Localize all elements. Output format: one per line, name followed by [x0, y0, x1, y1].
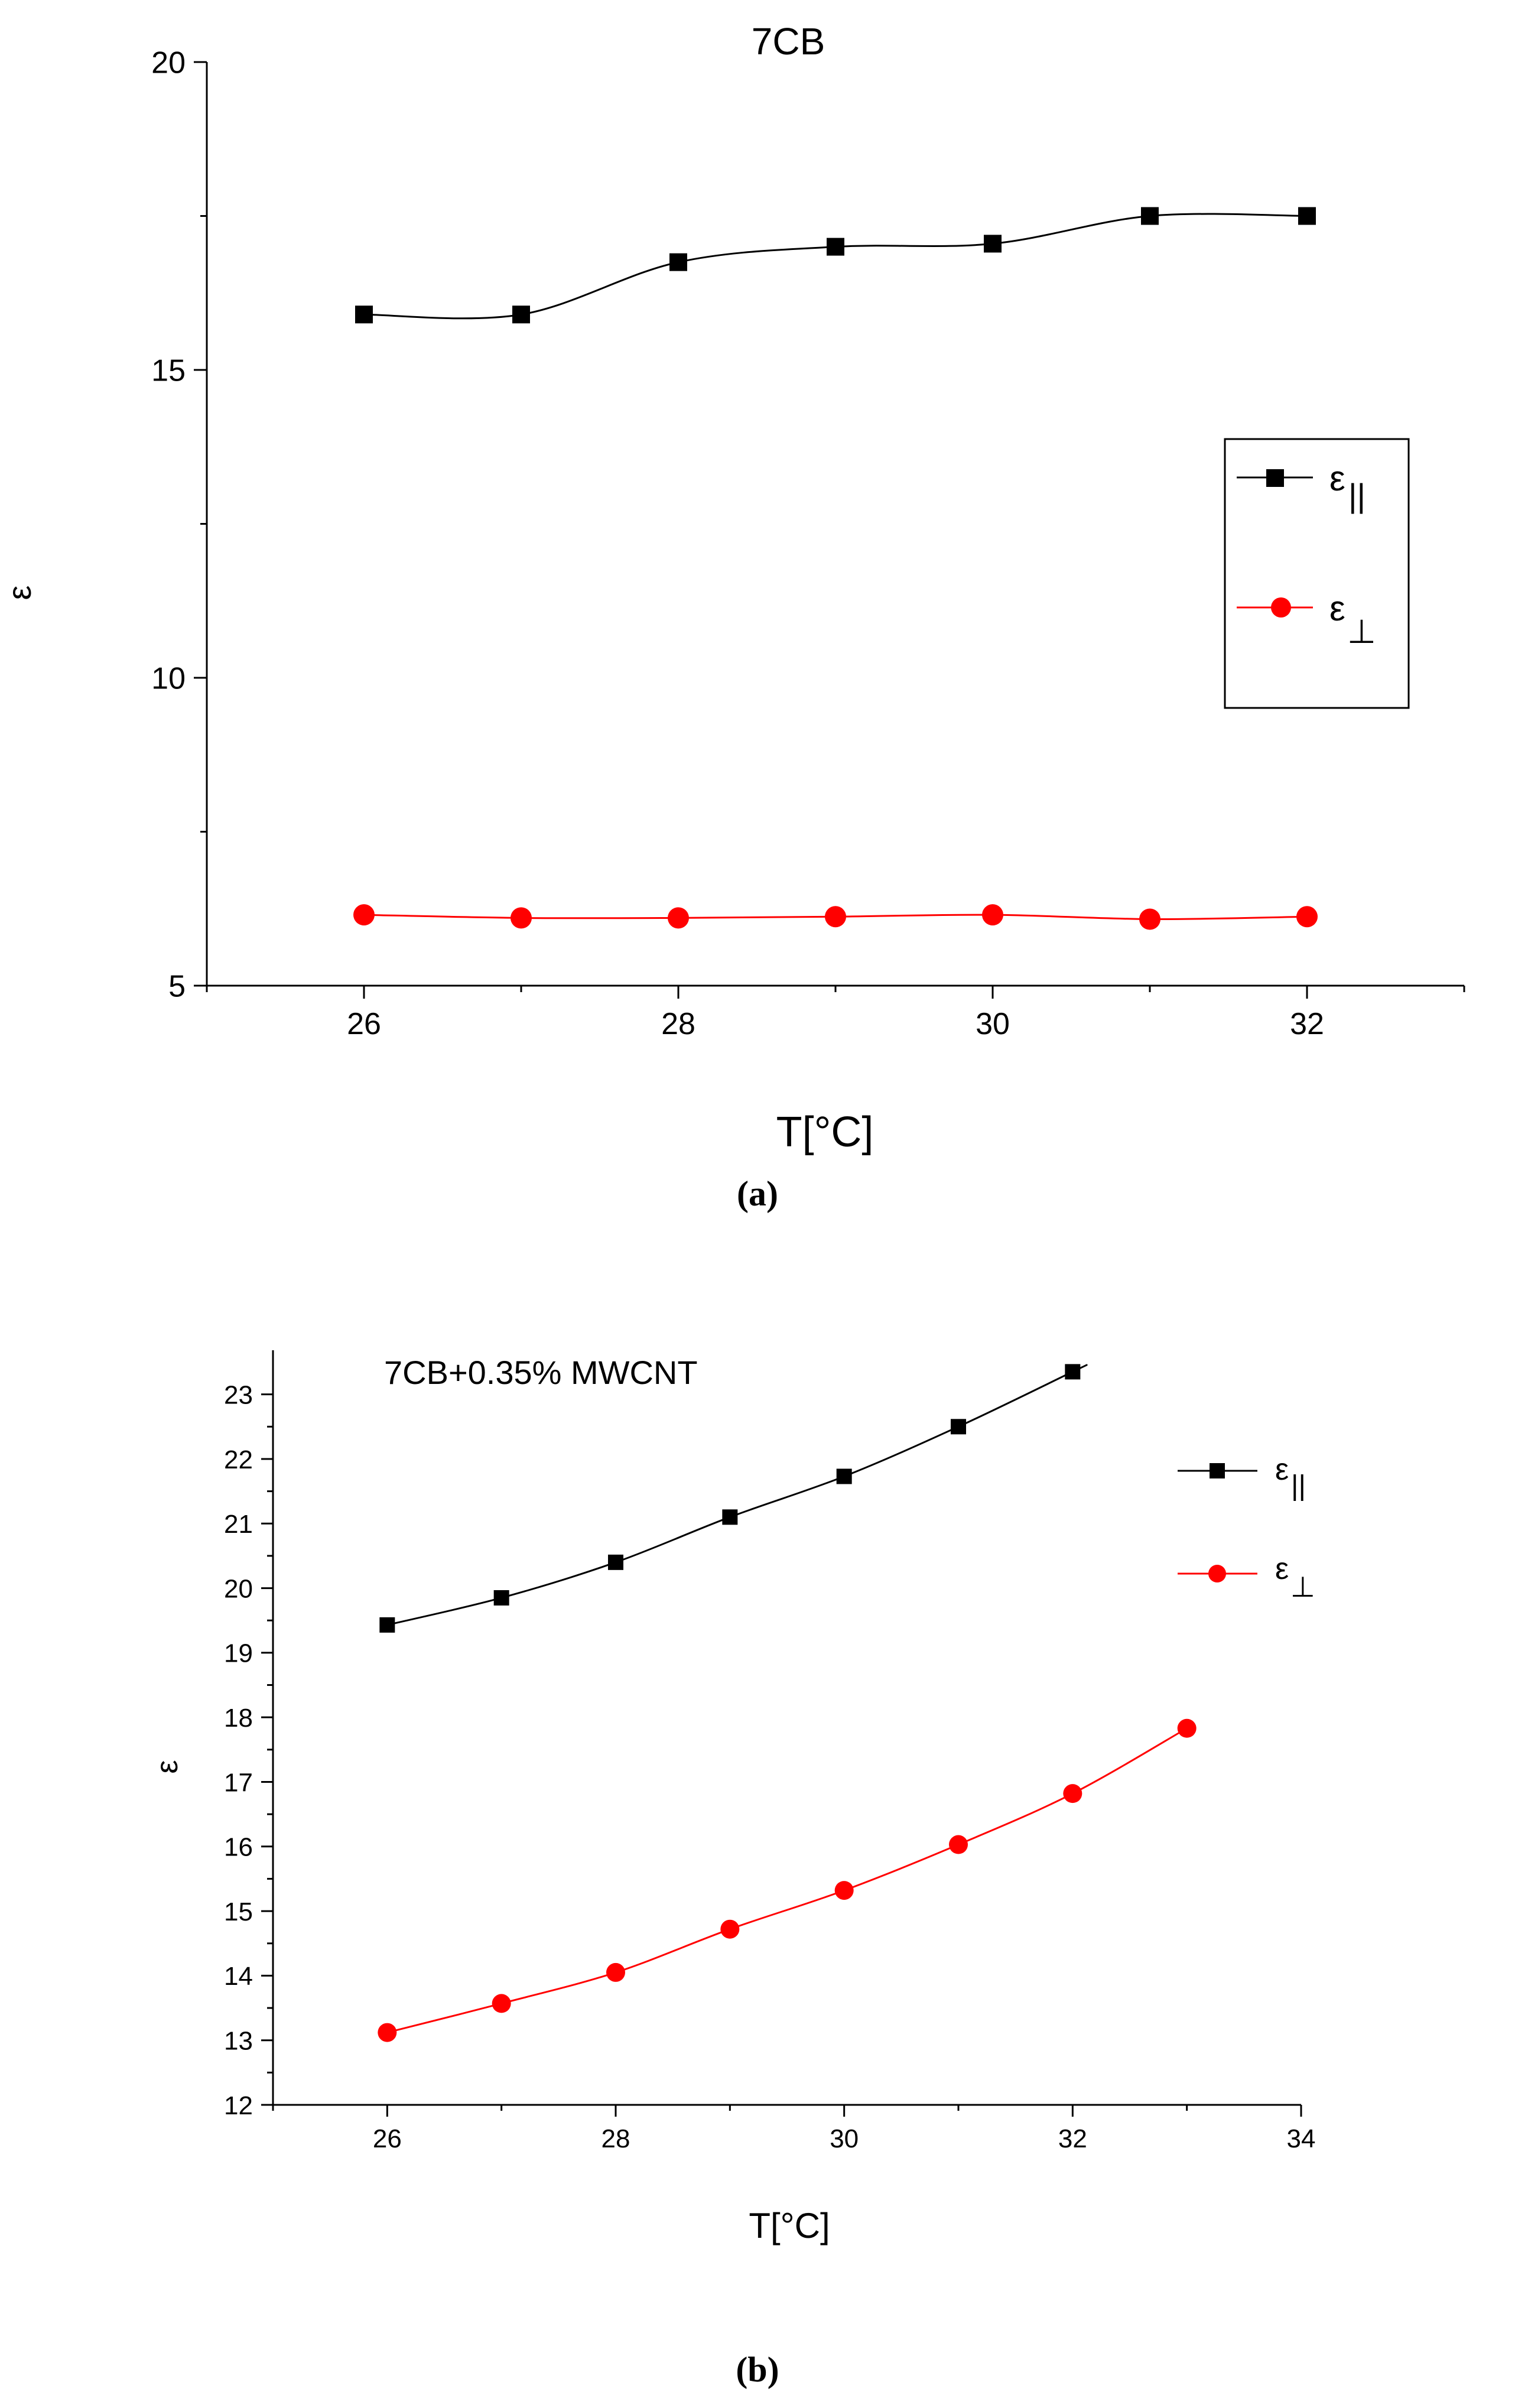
- data-point-circle: [1139, 908, 1160, 930]
- panel-b-axes: [272, 1350, 1301, 2106]
- data-point-square: [722, 1509, 738, 1525]
- panel-a-markers: [353, 207, 1318, 930]
- data-point-square: [512, 306, 530, 324]
- x-tick-label: 30: [830, 2124, 859, 2153]
- data-point-square: [608, 1554, 623, 1570]
- y-tick-label: 10: [151, 662, 186, 696]
- panel-a-y-axis-label: ε: [1, 586, 38, 600]
- panel-b-x-ticks: 26 28 30 32 34: [272, 2105, 1316, 2153]
- y-tick-label: 18: [224, 1704, 253, 1733]
- data-point-square: [836, 1468, 852, 1484]
- data-point-circle: [834, 1881, 854, 1900]
- y-tick-label: 20: [224, 1574, 253, 1603]
- panel-b-series-lines: [386, 1364, 1188, 2034]
- data-point-square: [951, 1419, 966, 1435]
- panel-a-x-ticks: 26 28 30 32: [206, 986, 1465, 1041]
- panel-a-x-axis-label: T[°C]: [776, 1109, 874, 1156]
- legend-subscript-parallel: ||: [1348, 477, 1366, 514]
- data-point-circle: [1063, 1784, 1082, 1803]
- y-tick-label: 12: [224, 2091, 253, 2120]
- data-point-circle: [378, 2023, 397, 2042]
- series-line: [363, 213, 1308, 320]
- data-point-circle: [668, 907, 689, 929]
- panel-b-title: 7CB+0.35% MWCNT: [384, 1354, 698, 1391]
- x-tick-label: 28: [661, 1007, 695, 1041]
- legend-subscript-perpendicular: ⊥: [1347, 613, 1376, 650]
- data-point-circle: [353, 904, 375, 926]
- panel-a-y-ticks: 5 10 15 20: [151, 46, 207, 1004]
- legend-label-perpendicular: ε: [1275, 1552, 1289, 1586]
- data-point-circle: [720, 1919, 740, 1939]
- panel-a-series-lines: [363, 213, 1308, 921]
- x-tick-label: 28: [602, 2124, 630, 2153]
- x-tick-label: 26: [373, 2124, 402, 2153]
- data-point-circle: [825, 906, 846, 928]
- series-line: [386, 1727, 1188, 2034]
- y-tick-label: 13: [224, 2027, 253, 2056]
- y-tick-label: 19: [224, 1639, 253, 1668]
- legend-marker-circle: [1271, 597, 1291, 618]
- legend-marker-square: [1210, 1463, 1225, 1478]
- x-tick-label: 32: [1058, 2124, 1087, 2153]
- y-tick-label: 23: [224, 1380, 253, 1409]
- y-tick-label: 15: [224, 1897, 253, 1926]
- panel-b-y-ticks: 12 13 14 15 16 17 18 19 20 21 22 23: [224, 1380, 273, 2120]
- data-point-circle: [606, 1962, 625, 1982]
- data-point-circle: [1177, 1718, 1197, 1738]
- data-point-square: [355, 306, 373, 324]
- data-point-circle: [982, 904, 1003, 926]
- legend-label-parallel: ε: [1275, 1452, 1289, 1487]
- y-tick-label: 17: [224, 1768, 253, 1797]
- legend-marker-circle: [1208, 1565, 1226, 1582]
- data-point-square: [1298, 207, 1316, 225]
- data-point-circle: [511, 907, 532, 929]
- y-tick-label: 20: [151, 46, 186, 80]
- y-tick-label: 21: [224, 1510, 253, 1539]
- data-point-square: [669, 253, 687, 271]
- data-point-square: [984, 235, 1002, 253]
- series-line: [386, 1364, 1088, 1626]
- panel-a-title: 7CB: [752, 20, 825, 63]
- y-tick-label: 15: [151, 354, 186, 388]
- legend-marker-square: [1266, 469, 1284, 487]
- x-tick-label: 32: [1290, 1007, 1324, 1041]
- legend-subscript-parallel: ||: [1291, 1470, 1306, 1502]
- y-tick-label: 14: [224, 1962, 253, 1991]
- panel-b-legend: ε || ε ⊥: [1178, 1452, 1315, 1603]
- x-tick-label: 34: [1287, 2124, 1316, 2153]
- panel-b-chart: 7CB+0.35% MWCNT 12 13 14 15 16 17 18 19 20 21 22 23…: [150, 1350, 1315, 2245]
- panel-b-y-axis-label: ε: [150, 1760, 184, 1773]
- data-point-circle: [1296, 906, 1318, 928]
- panel-a-caption: (a): [737, 1174, 778, 1213]
- panel-a-legend: ε || ε ⊥: [1224, 438, 1410, 709]
- data-point-square: [493, 1590, 509, 1606]
- legend-subscript-perpendicular: ⊥: [1290, 1572, 1315, 1603]
- y-tick-label: 5: [168, 970, 186, 1004]
- panel-b-caption: (b): [736, 2350, 779, 2389]
- legend-label-parallel: ε: [1329, 459, 1345, 498]
- panel-a-chart: 7CB 5 10 15 20 26 28 30 32 ε T[°C] ε || ε ⊥: [1, 20, 1465, 1156]
- data-point-square: [1065, 1364, 1081, 1380]
- data-point-circle: [492, 1994, 511, 2013]
- x-tick-label: 26: [347, 1007, 381, 1041]
- data-point-circle: [949, 1835, 968, 1854]
- data-point-square: [827, 238, 844, 256]
- data-point-square: [1141, 207, 1159, 225]
- x-tick-label: 30: [976, 1007, 1010, 1041]
- y-tick-label: 16: [224, 1833, 253, 1862]
- panel-b-x-axis-label: T[°C]: [749, 2206, 830, 2245]
- y-tick-label: 22: [224, 1445, 253, 1474]
- data-point-square: [379, 1617, 395, 1633]
- legend-label-perpendicular: ε: [1329, 589, 1345, 628]
- panel-b-markers: [378, 1364, 1197, 2042]
